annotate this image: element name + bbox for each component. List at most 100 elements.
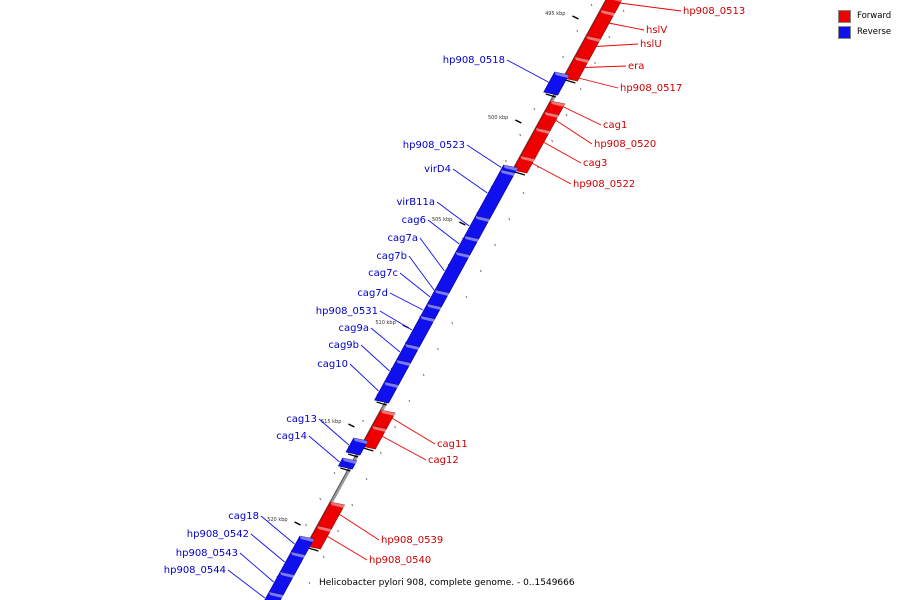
gene-highlight [280,572,295,578]
leader-line [381,435,427,461]
minor-tick [622,9,625,13]
gene-highlight [500,170,515,176]
gene-highlight [520,156,535,162]
minor-tick [494,243,496,247]
gene-label-hp908_0539[interactable]: hp908_0539 [381,535,443,546]
leader-line [399,272,431,298]
gene-label-virB11a[interactable]: virB11a [396,197,435,208]
leader-line [408,255,435,291]
leader-line [318,418,350,446]
gene-highlight [554,72,569,78]
leader-line [466,144,502,168]
scale-tick-label: 495 kbp [545,11,565,17]
gene-highlight [342,458,357,464]
gene-hp908_0518[interactable] [543,71,570,96]
gene-highlight [405,344,420,350]
reverse-swatch [838,25,851,39]
gene-label-hslU[interactable]: hslU [640,39,662,50]
minor-tick [465,295,468,299]
gene-label-hp908_0540[interactable]: hp908_0540 [369,555,431,566]
gene-label-cag1[interactable]: cag1 [603,120,627,131]
gene-label-era[interactable]: era [628,61,644,72]
gene-label-cag7d[interactable]: cag7d [357,288,388,299]
gene-highlight [535,128,550,134]
gene-virD4[interactable] [475,169,516,220]
minor-tick [333,471,336,475]
gene-highlight [384,382,399,388]
gene-highlight [544,112,559,118]
minor-tick [594,61,596,65]
leader-line [250,533,285,563]
gene-label-hp908_0520[interactable]: hp908_0520 [594,139,656,150]
gene-label-cag14[interactable]: cag14 [276,431,307,442]
gene-cag13[interactable] [345,437,369,456]
gene-end-mark [514,171,526,176]
gene-label-cag7b[interactable]: cag7b [376,251,407,262]
gene-label-hp908_0531[interactable]: hp908_0531 [316,306,378,317]
minor-tick [504,159,507,163]
gene-label-cag18[interactable]: cag18 [228,511,259,522]
minor-tick [562,55,564,59]
gene-label-hp908_0522[interactable]: hp908_0522 [573,179,635,190]
gene-era[interactable] [562,56,590,82]
gene-label-cag12[interactable]: cag12 [428,455,459,466]
leader-line [349,363,379,392]
leader-line [326,535,368,561]
gene-label-hp908_0544[interactable]: hp908_0544 [164,565,226,576]
gene-label-cag11[interactable]: cag11 [437,439,468,450]
leader-line [308,435,340,463]
gene-label-cag9b[interactable]: cag9b [328,340,359,351]
gene-label-cag3[interactable]: cag3 [583,158,607,169]
legend-reverse-label: Reverse [857,27,892,37]
forward-swatch [838,9,851,23]
leader-line [584,65,627,68]
gene-highlight [299,536,314,542]
gene-label-cag10[interactable]: cag10 [317,359,348,370]
minor-tick [533,107,536,111]
leader-line [452,168,488,194]
gene-end-mark [308,547,319,552]
gene-highlight [396,360,411,366]
gene-highlight [503,165,518,171]
gene-cag12[interactable] [360,425,387,450]
gene-label-virD4[interactable]: virD4 [424,164,451,175]
gene-label-cag7a[interactable]: cag7a [388,233,418,244]
gene-label-hp908_0543[interactable]: hp908_0543 [176,548,238,559]
minor-tick [337,529,339,533]
minor-tick [365,477,368,481]
legend-reverse: Reverse [838,24,891,40]
gene-label-hp908_0513[interactable]: hp908_0513 [683,6,745,17]
leader-line [578,77,619,89]
gene-cag7a[interactable] [434,251,471,294]
gene-highlight [475,216,490,222]
gene-cag14[interactable] [337,457,358,470]
gene-label-hp908_0542[interactable]: hp908_0542 [187,529,249,540]
gene-cag10[interactable] [374,381,399,404]
scale-tick [348,423,355,428]
leader-line [608,22,645,31]
gene-hp908_0522[interactable] [512,155,536,174]
gene-label-cag9a[interactable]: cag9a [339,323,369,334]
minor-tick [451,321,454,325]
gene-label-cag13[interactable]: cag13 [286,414,317,425]
minor-tick [519,133,522,137]
leader-line [227,569,266,599]
gene-label-cag7c[interactable]: cag7c [368,268,398,279]
gene-highlight [574,57,589,63]
gene-highlight [434,290,449,296]
gene-end-mark [347,453,359,458]
gene-label-hslV[interactable]: hslV [646,25,667,36]
gene-highlight [353,438,368,444]
gene-label-cag6[interactable]: cag6 [402,215,426,226]
gene-label-hp908_0517[interactable]: hp908_0517 [620,83,682,94]
leader-line [239,552,274,583]
gene-highlight [269,592,284,598]
leader-line [595,43,639,47]
gene-hp908_0544[interactable] [263,591,284,600]
leader-line [391,417,436,445]
gene-label-hp908_0523[interactable]: hp908_0523 [403,140,465,151]
scale-tick [515,119,522,124]
minor-tick [590,3,593,7]
gene-label-hp908_0518[interactable]: hp908_0518 [443,55,505,66]
leader-line [543,141,582,164]
